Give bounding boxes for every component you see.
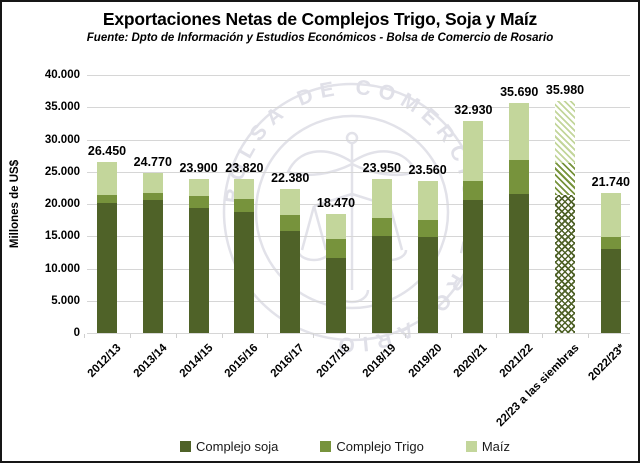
gridline	[87, 171, 630, 173]
bar-segment-maíz	[555, 100, 575, 163]
legend-item: Maíz	[465, 439, 510, 454]
value-label: 23.950	[362, 160, 401, 175]
x-axis-line	[87, 333, 630, 334]
bar-segment-maíz	[371, 178, 392, 218]
bar-segment-complejo-soja	[97, 202, 117, 333]
legend-swatch	[320, 441, 332, 452]
legend-item: Complejo soja	[180, 439, 278, 454]
bar-segment-complejo-soja	[555, 195, 575, 333]
legend-swatch	[465, 441, 477, 452]
bar-segment-complejo-trigo	[142, 192, 163, 201]
bar-segment-complejo-soja	[234, 212, 255, 333]
gridline	[87, 107, 630, 109]
value-label: 23.900	[179, 160, 218, 175]
y-tick-label: 25.000	[44, 165, 80, 178]
x-tick-mark	[496, 334, 498, 338]
value-label: 35.690	[500, 84, 539, 99]
bar-segment-complejo-soja	[417, 236, 438, 333]
x-tick-mark	[313, 334, 315, 338]
legend-swatch	[180, 441, 191, 452]
y-tick-label: 0	[73, 327, 80, 339]
y-tick-label: 10.000	[44, 262, 80, 275]
gridline	[87, 75, 630, 76]
bar-segment-complejo-trigo	[97, 194, 117, 203]
bar-segment-maíz	[142, 173, 163, 193]
bar-segment-maíz	[600, 192, 621, 237]
legend-label: Complejo Trigo	[336, 439, 424, 454]
legend-item: Complejo Trigo	[320, 439, 424, 454]
bar-segment-complejo-trigo	[463, 181, 484, 201]
chart-subtitle: Fuente: Dpto de Información y Estudios E…	[86, 32, 554, 44]
bar-segment-maíz	[417, 181, 438, 220]
gridline	[87, 268, 630, 270]
value-label: 23.820	[225, 161, 264, 176]
bar-segment-complejo-trigo	[371, 217, 392, 237]
bar-segment-complejo-trigo	[234, 199, 255, 213]
x-tick-mark	[175, 334, 177, 338]
value-label: 22.380	[271, 170, 310, 185]
value-label: 35.980	[545, 82, 585, 97]
bar-segment-maíz	[509, 102, 530, 161]
y-tick-label: 40.000	[44, 69, 80, 81]
bar-segment-complejo-trigo	[417, 219, 438, 237]
bar-segment-complejo-soja	[509, 193, 530, 333]
legend-label: Maíz	[481, 439, 510, 454]
bar-segment-complejo-trigo	[280, 215, 301, 232]
bar-segment-maíz	[463, 120, 484, 182]
y-tick-label: 35.000	[44, 101, 80, 114]
x-tick-mark	[221, 334, 223, 338]
bar-segment-maíz	[188, 178, 209, 196]
value-label: 32.930	[454, 102, 493, 117]
bar-segment-complejo-trigo	[600, 236, 621, 249]
bar-segment-maíz	[326, 213, 346, 239]
value-label: 21.740	[591, 174, 630, 189]
value-label: 23.560	[408, 163, 447, 178]
bar-segment-complejo-soja	[326, 257, 346, 333]
x-tick-mark	[84, 334, 86, 338]
value-label: 26.450	[87, 144, 127, 159]
y-tick-label: 30.000	[44, 133, 80, 146]
x-tick-mark	[267, 334, 269, 338]
chart-title: Exportaciones Netas de Complejos Trigo, …	[102, 9, 538, 29]
y-tick-label: 15.000	[44, 230, 80, 243]
y-tick-label: 5.000	[51, 294, 80, 307]
bar-segment-complejo-soja	[371, 236, 392, 333]
gridline	[87, 300, 630, 302]
bar-segment-complejo-soja	[463, 200, 484, 333]
bar-segment-maíz	[234, 179, 255, 200]
gridline	[87, 236, 630, 238]
x-tick-mark	[587, 334, 589, 338]
bar-segment-maíz	[280, 188, 301, 216]
legend-label: Complejo soja	[196, 439, 279, 454]
legend: Complejo soja Complejo Trigo Maíz	[180, 439, 510, 454]
value-label: 24.770	[133, 155, 172, 170]
x-tick-mark	[404, 334, 406, 338]
gridline	[87, 204, 630, 205]
x-tick-mark	[129, 334, 131, 338]
bar-segment-complejo-soja	[188, 207, 209, 333]
gridline	[87, 139, 630, 141]
x-tick-mark	[542, 334, 544, 338]
bar-segment-complejo-soja	[600, 248, 621, 333]
x-tick-mark	[358, 334, 360, 338]
bar-segment-complejo-trigo	[555, 162, 575, 196]
bar-segment-complejo-soja	[142, 200, 163, 333]
value-label: 18.470	[316, 195, 356, 210]
x-tick-mark	[450, 334, 452, 338]
bar-segment-complejo-trigo	[326, 238, 346, 258]
bar-segment-maíz	[97, 162, 117, 195]
bar-segment-complejo-trigo	[509, 160, 530, 194]
y-tick-label: 20.000	[44, 198, 80, 210]
bar-segment-complejo-trigo	[188, 195, 209, 208]
bar-segment-complejo-soja	[280, 231, 301, 333]
